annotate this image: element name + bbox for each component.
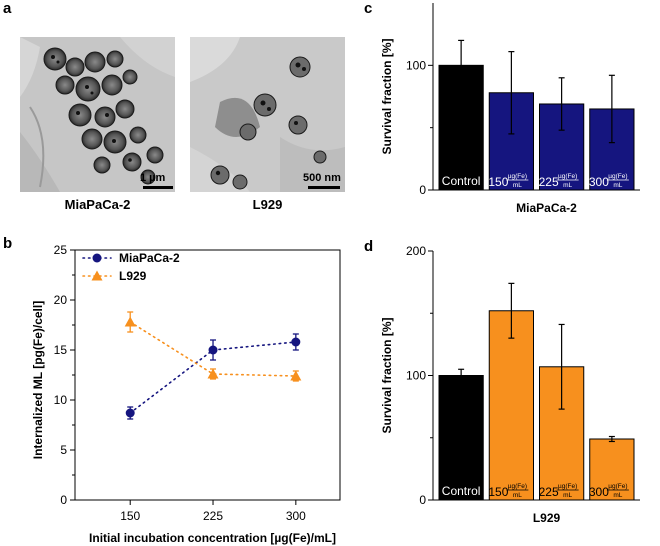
- y-axis-title: Internalized ML [pg(Fe)/cell]: [31, 301, 45, 459]
- legend-marker: [92, 253, 102, 263]
- unit-numerator: µg(Fe): [558, 483, 577, 490]
- y-axis-title: Survival fraction [%]: [380, 317, 394, 433]
- panel-label-a: a: [3, 0, 12, 17]
- y-tick-label: 20: [54, 293, 68, 307]
- x-axis-title: Initial incubation concentration [µg(Fe)…: [89, 531, 336, 545]
- legend-label: MiaPaCa-2: [119, 251, 180, 265]
- plot-frame: [74, 249, 341, 501]
- tem-caption-miapaca: MiaPaCa-2: [64, 197, 131, 212]
- y-tick-label: 0: [419, 493, 426, 507]
- panel-label-b: b: [3, 235, 13, 252]
- unit-denominator: mL: [563, 492, 572, 499]
- unit-numerator: µg(Fe): [508, 483, 527, 490]
- unit-denominator: mL: [613, 182, 622, 189]
- legend-label: L929: [119, 269, 147, 283]
- y-tick-label: 5: [60, 443, 67, 457]
- series-line-l929: [129, 321, 297, 377]
- bar-label: 300: [589, 175, 609, 189]
- chart-d-survival-l929: 0 100 200 Survival fraction [%] L929 Control 1…: [380, 244, 640, 525]
- x-tick-label: 300: [286, 509, 306, 523]
- bar-150: [488, 310, 534, 501]
- bar-label: 150: [488, 485, 508, 499]
- y-tick-label: 0: [60, 493, 67, 507]
- bar-label: 150: [488, 175, 508, 189]
- tem-caption-l929: L929: [252, 197, 283, 212]
- bar-control: [438, 375, 484, 501]
- x-axis-title: L929: [533, 511, 561, 525]
- scale-bar-miapaca: [143, 186, 173, 189]
- data-point: [125, 408, 135, 418]
- unit-numerator: µg(Fe): [508, 173, 527, 180]
- y-tick-label: 100: [406, 58, 426, 72]
- x-axis-title: MiaPaCa-2: [516, 201, 577, 215]
- data-point: [207, 368, 219, 379]
- bar-label: Control: [442, 174, 481, 188]
- x-tick-label: 225: [203, 509, 223, 523]
- y-tick-label: 100: [406, 369, 426, 383]
- data-point: [208, 345, 218, 355]
- unit-denominator: mL: [513, 182, 522, 189]
- tem-image-l929: [190, 37, 345, 192]
- y-axis-title: Survival fraction [%]: [380, 38, 394, 154]
- chart-b-internalization: 0 5 10 15 20 25 150 225 300 Initial incubation co…: [31, 243, 341, 545]
- scale-bar-l929: [308, 186, 340, 189]
- y-tick-label: 200: [406, 244, 426, 258]
- scale-bar-label-l929: 500 nm: [303, 172, 341, 184]
- unit-numerator: µg(Fe): [608, 483, 627, 490]
- data-point: [290, 370, 302, 381]
- bar-label: 225: [539, 485, 559, 499]
- unit-denominator: mL: [513, 492, 522, 499]
- legend-marker: [91, 270, 103, 281]
- unit-numerator: µg(Fe): [608, 173, 627, 180]
- tem-image-miapaca: [20, 37, 175, 192]
- chart-c-survival-miapaca: 0 100 Survival fraction [%] MiaPaCa-2 Contro…: [380, 3, 640, 215]
- bar-label: 300: [589, 485, 609, 499]
- panel-label-c: c: [364, 0, 373, 17]
- y-tick-label: 10: [54, 393, 68, 407]
- y-tick-label: 25: [54, 243, 68, 257]
- y-tick-label: 0: [419, 183, 426, 197]
- bar-label: Control: [442, 484, 481, 498]
- x-tick-label: 150: [120, 509, 140, 523]
- scale-bar-label-miapaca: 1 µm: [140, 172, 166, 184]
- unit-denominator: mL: [613, 492, 622, 499]
- data-point: [124, 316, 136, 327]
- data-point: [291, 337, 301, 347]
- y-tick-label: 15: [54, 343, 68, 357]
- bar-label: 225: [539, 175, 559, 189]
- panel-label-d: d: [364, 238, 374, 255]
- unit-numerator: µg(Fe): [558, 173, 577, 180]
- unit-denominator: mL: [563, 182, 572, 189]
